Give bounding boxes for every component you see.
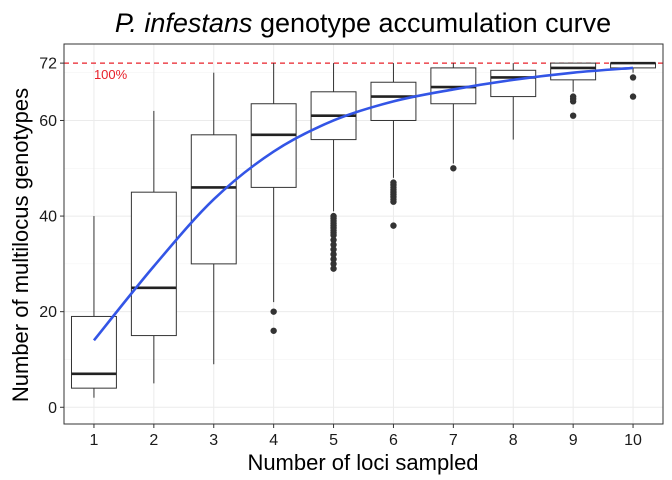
chart-title: P. infestans genotype accumulation curve (115, 8, 611, 38)
x-tick-label: 6 (389, 432, 398, 449)
y-tick-label: 72 (39, 56, 57, 73)
box-8 (490, 63, 537, 140)
box-outlier-point (569, 112, 577, 119)
reference-line-label: 100% (94, 67, 128, 82)
box-3 (190, 72, 237, 365)
box-outlier-point (330, 260, 337, 268)
y-tick-label: 20 (39, 304, 57, 321)
x-tick-label: 2 (149, 432, 158, 449)
box-outlier-point (450, 165, 457, 172)
box-outlier-point (629, 93, 637, 100)
y-tick-label: 60 (39, 113, 57, 130)
box-outlier-point (330, 246, 337, 253)
box-outlier-point (270, 308, 277, 315)
x-tick-label: 9 (569, 432, 578, 449)
x-axis-title: Number of loci sampled (247, 450, 478, 475)
box-7 (430, 63, 477, 172)
y-axis-title: Number of multilocus genotypes (8, 88, 33, 402)
box-iqr (70, 315, 117, 389)
box-outlier-point (330, 265, 337, 272)
x-tick-label: 1 (89, 432, 98, 449)
box-4 (250, 63, 297, 334)
chart-title-rest: genotype accumulation curve (252, 8, 611, 38)
box-iqr (250, 103, 297, 188)
box-iqr (130, 191, 177, 337)
panel-border (63, 43, 664, 425)
box-outlier-point (270, 327, 277, 334)
axes: 0 20 40 60 72 1 2 3 4 5 6 7 8 9 10 (39, 56, 642, 449)
box-outlier-point (330, 236, 337, 244)
box-6 (370, 63, 417, 229)
box-outlier-point (330, 251, 337, 258)
box-outlier-point (330, 231, 337, 239)
x-tick-label: 5 (329, 432, 338, 449)
x-tick-label: 7 (449, 432, 458, 449)
box-1 (70, 216, 117, 398)
box-outlier-point (330, 241, 337, 248)
x-tick-label: 4 (269, 432, 278, 449)
box-2 (130, 110, 177, 384)
box-outlier-point (330, 255, 337, 263)
box-outlier-point (390, 222, 397, 229)
x-tick-label: 8 (509, 432, 518, 449)
x-tick-label: 3 (209, 432, 218, 449)
y-tick-label: 0 (48, 400, 57, 417)
box-5 (310, 63, 357, 272)
box-10 (610, 61, 657, 100)
box-outlier-point (629, 74, 637, 81)
box-outlier-point (569, 98, 577, 105)
boxplot-series (70, 61, 657, 398)
y-tick-label: 40 (39, 209, 57, 226)
x-tick-label: 10 (624, 432, 642, 449)
box-outlier-point (390, 198, 397, 205)
mean-curve-line (92, 66, 634, 342)
box-iqr (490, 69, 537, 98)
chart-title-italic: P. infestans (115, 8, 253, 38)
mean-curve-group (92, 66, 634, 342)
